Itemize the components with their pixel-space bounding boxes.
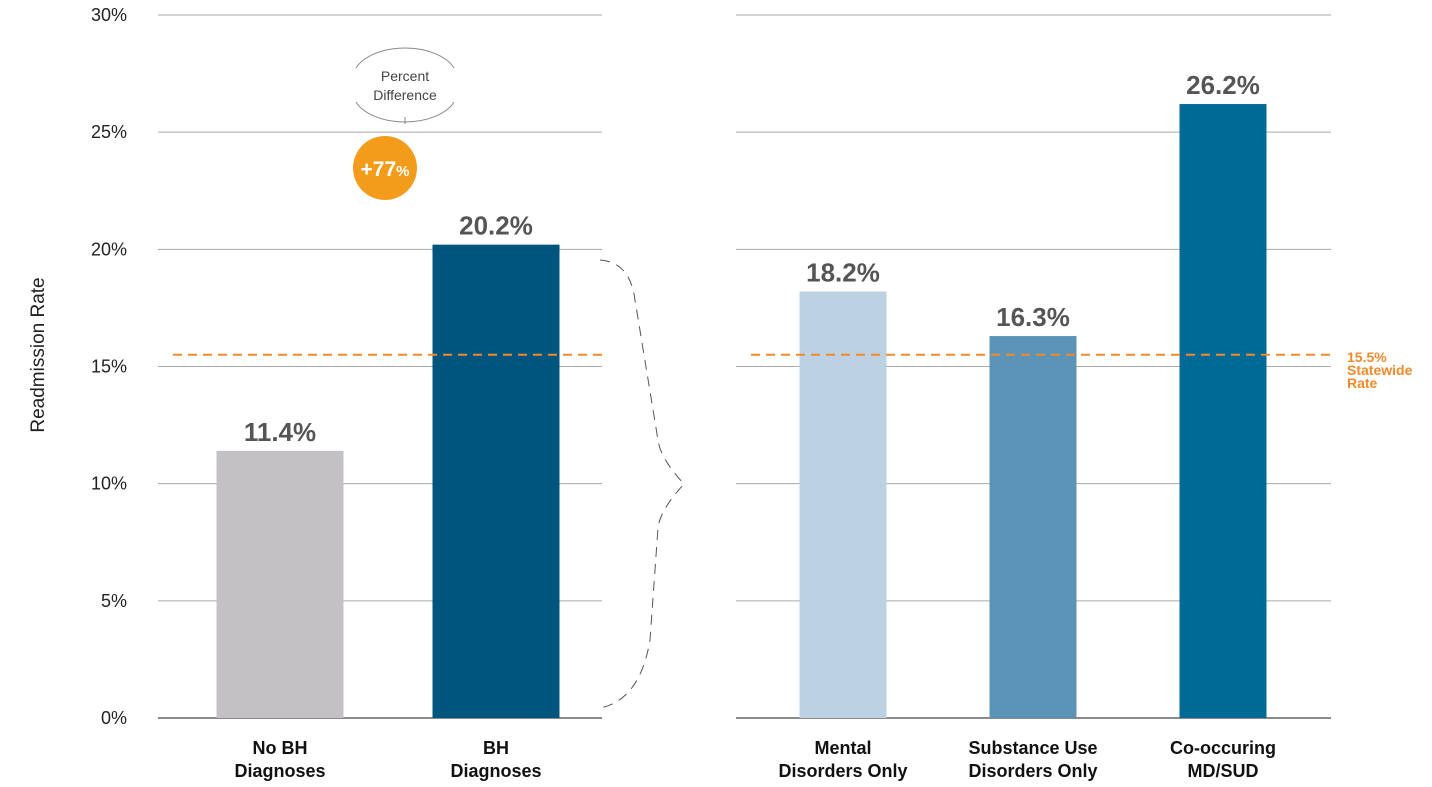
percent-difference-number: +77 [361,158,397,181]
category-label-no-bh-diagnoses-line2: Diagnoses [234,761,325,781]
statewide-rate-label-line1: 15.5% [1347,349,1387,365]
annotation-label-line-1: Percent [381,68,429,84]
brace-connector [599,259,685,709]
bar-bh-diagnoses [432,244,560,718]
bar-substance-use-disorders-only [989,336,1077,718]
category-label-substance-use-disorders-only-line2: Disorders Only [968,761,1097,781]
annotation-label-line-2: Difference [373,87,437,103]
y-tick-label-30: 30% [91,5,127,25]
y-tick-label-20: 20% [91,239,127,259]
y-axis-label: Readmission Rate [28,277,49,432]
category-label-co-occuring-md-sud-line2: MD/SUD [1188,761,1259,781]
percent-difference-annotation: Percent Difference +77% [353,47,455,200]
category-label-mental-disorders-only-line1: Mental [814,738,871,758]
statewide-rate-label-line3: Rate [1347,375,1378,391]
statewide-rate-label-line2: Statewide [1347,362,1413,378]
bar-mental-disorders-only [799,291,887,718]
value-label-mental-disorders-only: 18.2% [806,258,880,288]
value-label-no-bh-diagnoses: 11.4% [244,417,316,447]
y-tick-label-25: 25% [91,122,127,142]
category-label-substance-use-disorders-only-line1: Substance Use [968,738,1097,758]
y-tick-label-10: 10% [91,474,127,494]
value-label-co-occuring-md-sud: 26.2% [1186,70,1260,100]
value-label-substance-use-disorders-only: 16.3% [996,302,1070,332]
percent-difference-badge [353,136,417,200]
bars [216,104,1267,718]
category-label-no-bh-diagnoses-line1: No BH [253,738,308,758]
y-tick-label-0: 0% [101,708,127,728]
annotation-arc-top [355,47,455,69]
percent-difference-value: +77% [361,158,410,181]
bar-no-bh-diagnoses [216,450,344,718]
category-label-bh-diagnoses-line1: BH [483,738,509,758]
labels: 0% 5% 10% 15% 20% 25% 30% 11.4% No BH Diagnoses 20… [91,5,1413,781]
category-label-bh-diagnoses-line2: Diagnoses [450,761,541,781]
percent-difference-sign: % [396,163,409,180]
bar-co-occuring-md-sud [1179,104,1267,718]
y-tick-label-15: 15% [91,357,127,377]
category-label-co-occuring-md-sud-line1: Co-occuring [1170,738,1276,758]
category-label-mental-disorders-only-line2: Disorders Only [778,761,907,781]
y-tick-label-5: 5% [101,591,127,611]
value-label-bh-diagnoses: 20.2% [459,211,533,241]
